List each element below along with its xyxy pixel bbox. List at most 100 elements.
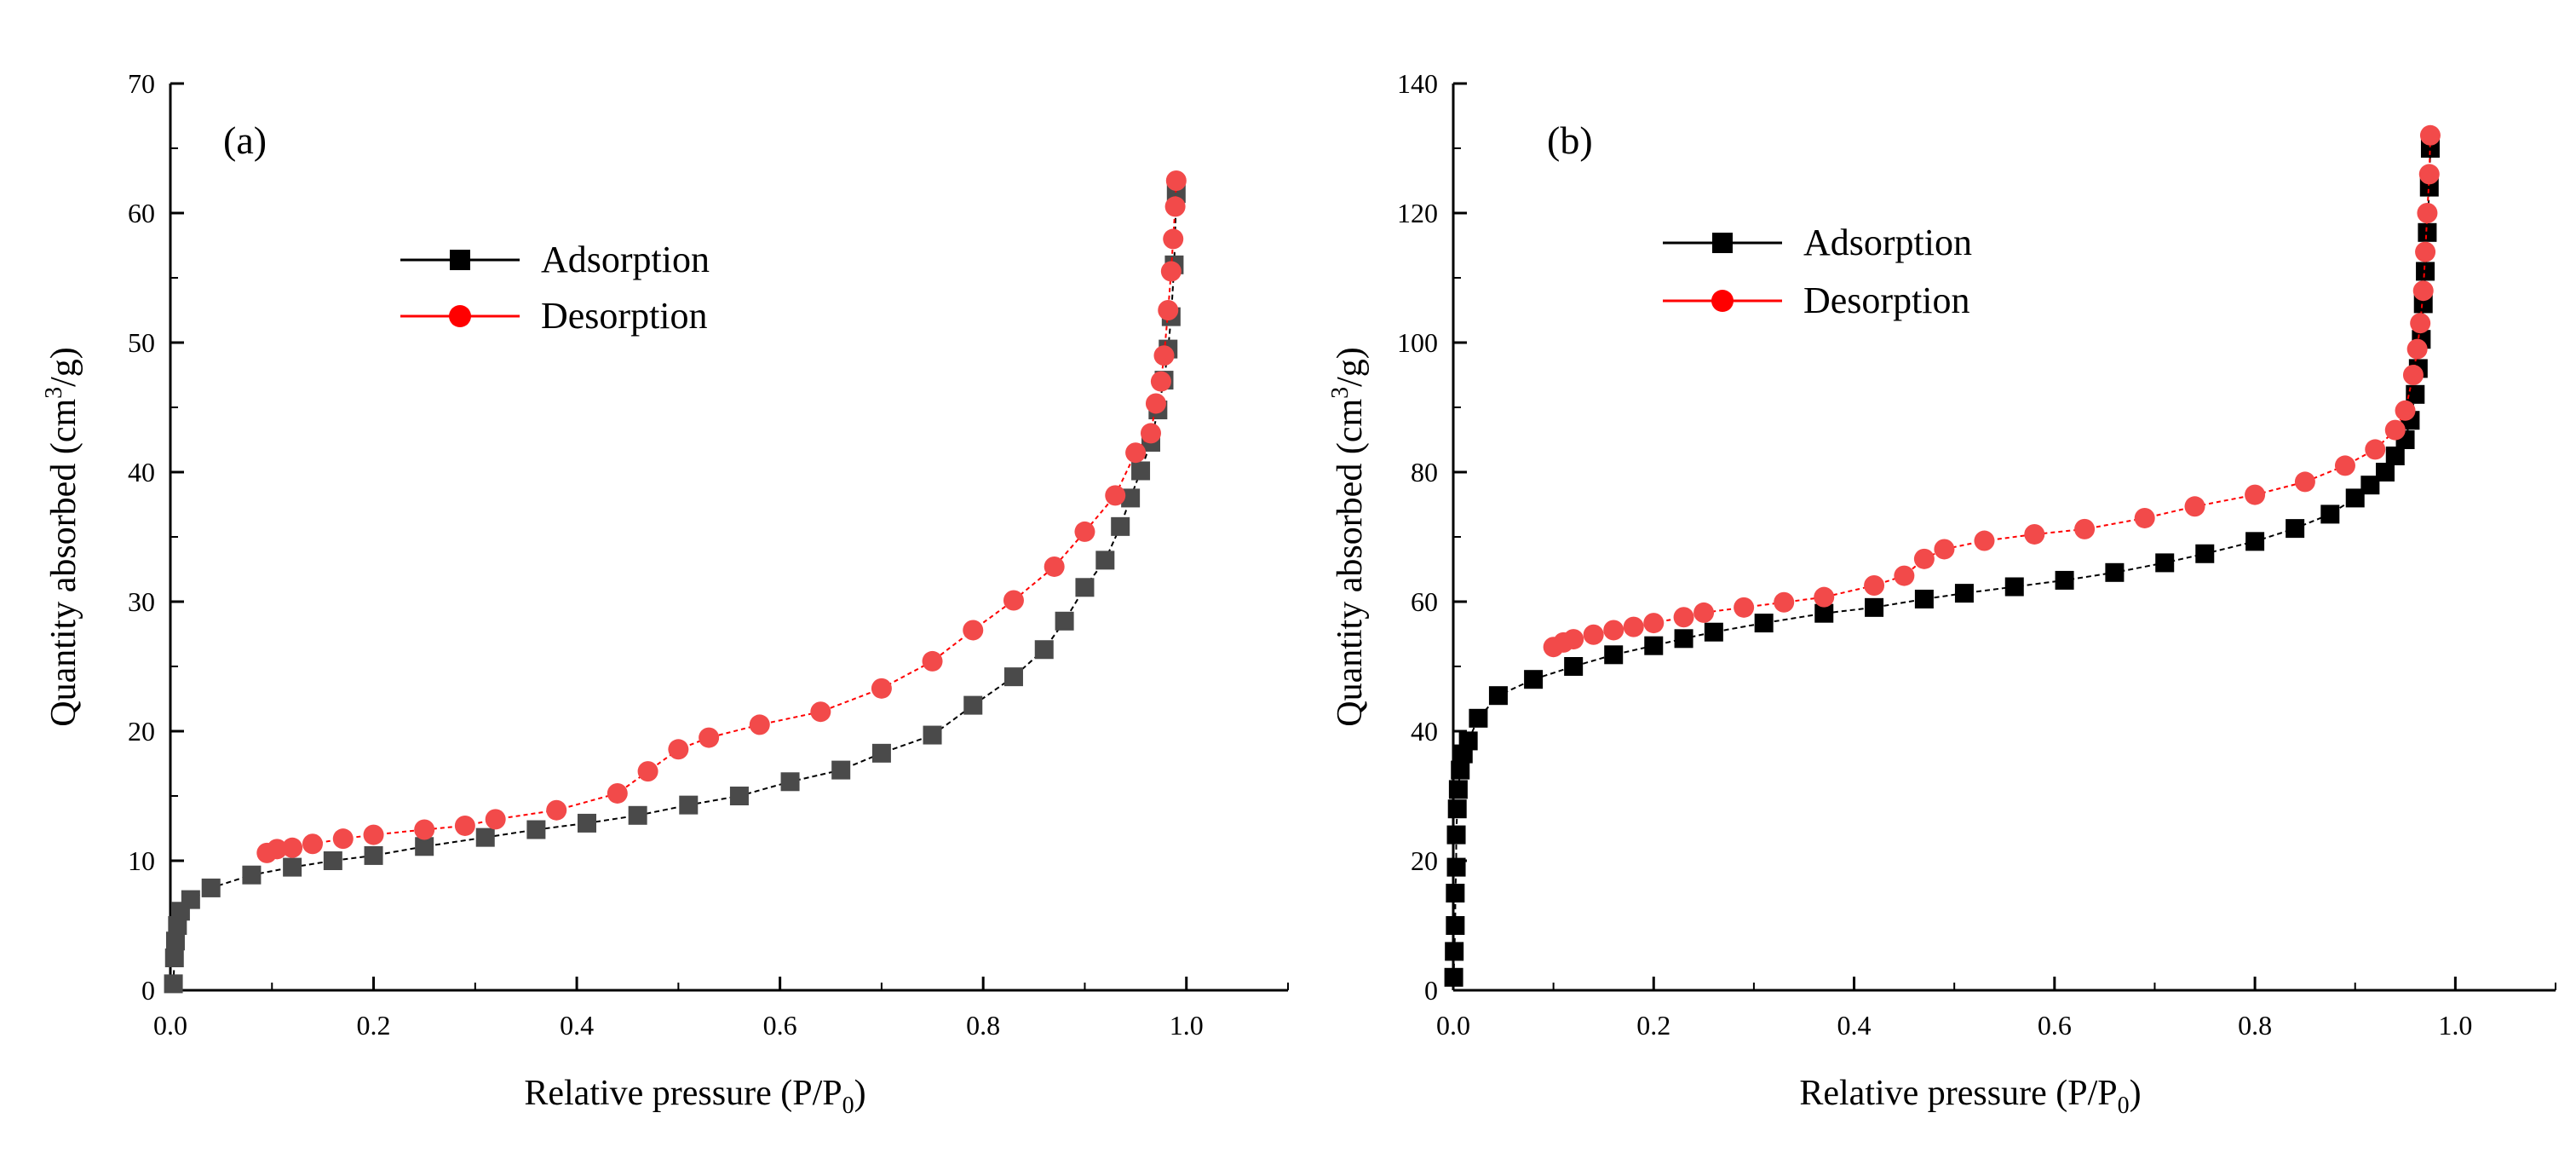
y-tick-label: 40 bbox=[128, 457, 155, 487]
data-point-adsorption bbox=[1447, 799, 1467, 819]
data-point-desorption bbox=[1158, 300, 1179, 320]
data-point-desorption bbox=[414, 819, 435, 840]
x-axis-title-main: Relative pressure (P/P bbox=[524, 1074, 842, 1113]
legend-entry-desorption: Desorption bbox=[1663, 280, 1970, 321]
data-point-adsorption bbox=[1564, 657, 1584, 676]
data-point-desorption bbox=[810, 701, 831, 723]
data-point-adsorption bbox=[1095, 551, 1115, 570]
data-point-desorption bbox=[1673, 607, 1694, 628]
data-point-adsorption bbox=[1865, 597, 1884, 617]
data-point-adsorption bbox=[1488, 686, 1508, 706]
x-axis-ticks: 0.0 0.2 0.4 0.6 0.8 1.0 bbox=[1436, 977, 2556, 1041]
data-point-desorption bbox=[2406, 338, 2428, 360]
data-point-adsorption bbox=[1754, 614, 1774, 633]
x-tick-label: 0.6 bbox=[2038, 1010, 2072, 1041]
data-point-adsorption bbox=[1446, 916, 1465, 935]
data-point-desorption bbox=[1074, 521, 1095, 542]
data-point-desorption bbox=[2134, 507, 2155, 528]
legend-entry-adsorption: Adsorption bbox=[400, 239, 710, 280]
chart-panel-b: 0 20 40 60 80 100 120 140 0.0 0.2 0.4 0.6 0.8 1.0 (b… bbox=[1327, 68, 2556, 1119]
legend-marker-square bbox=[1712, 233, 1733, 253]
data-point-adsorption bbox=[1446, 857, 1466, 877]
legend-marker-circle bbox=[1711, 290, 1734, 312]
data-point-desorption bbox=[363, 824, 384, 845]
data-point-adsorption bbox=[2155, 553, 2175, 573]
y-axis-title-end: /g) bbox=[1331, 347, 1370, 387]
data-point-desorption bbox=[2402, 365, 2424, 385]
x-tick-label: 0.6 bbox=[763, 1010, 797, 1041]
x-tick-label: 0.4 bbox=[1837, 1010, 1872, 1041]
x-axis-ticks: 0.0 0.2 0.4 0.6 0.8 1.0 bbox=[153, 977, 1289, 1041]
legend: Adsorption Desorption bbox=[400, 239, 710, 337]
y-tick-label: 20 bbox=[128, 716, 155, 747]
data-point-desorption bbox=[2417, 203, 2438, 223]
data-point-desorption bbox=[1164, 196, 1186, 217]
legend-marker-square bbox=[450, 250, 470, 270]
data-point-desorption bbox=[871, 678, 892, 699]
data-point-desorption bbox=[2365, 439, 2386, 460]
data-point-desorption bbox=[607, 782, 628, 804]
data-point-adsorption bbox=[2416, 262, 2435, 281]
series-layer bbox=[164, 170, 1187, 994]
data-point-desorption bbox=[1105, 485, 1126, 506]
data-point-adsorption bbox=[364, 845, 383, 865]
panel-label: (a) bbox=[223, 118, 267, 162]
data-point-desorption bbox=[2419, 124, 2441, 146]
data-point-desorption bbox=[1153, 345, 1175, 366]
data-point-adsorption bbox=[181, 890, 200, 909]
data-point-desorption bbox=[637, 761, 658, 782]
data-point-adsorption bbox=[1003, 667, 1023, 687]
data-point-adsorption bbox=[475, 827, 495, 847]
y-tick-label: 60 bbox=[128, 198, 155, 228]
data-point-adsorption bbox=[923, 725, 942, 745]
data-point-desorption bbox=[1044, 556, 1065, 577]
data-point-adsorption bbox=[1814, 603, 1834, 623]
x-tick-label: 0.0 bbox=[153, 1010, 187, 1041]
data-point-adsorption bbox=[1034, 640, 1054, 660]
y-axis-title-superscript: 3 bbox=[41, 387, 67, 399]
data-point-adsorption bbox=[963, 695, 983, 715]
x-axis-title-subscript: 0 bbox=[842, 1093, 854, 1119]
data-point-adsorption bbox=[526, 820, 546, 839]
data-point-desorption bbox=[668, 739, 689, 760]
y-tick-label: 30 bbox=[128, 586, 155, 617]
data-point-desorption bbox=[2294, 471, 2315, 493]
legend-entry-desorption: Desorption bbox=[400, 295, 708, 337]
data-point-adsorption bbox=[415, 837, 434, 856]
x-tick-label: 0.0 bbox=[1436, 1010, 1470, 1041]
data-point-adsorption bbox=[1445, 942, 1464, 961]
data-point-adsorption bbox=[165, 931, 185, 951]
data-point-adsorption bbox=[2105, 562, 2125, 582]
data-point-adsorption bbox=[164, 974, 183, 994]
data-point-desorption bbox=[2074, 518, 2096, 539]
y-tick-label: 60 bbox=[1411, 586, 1438, 617]
data-point-desorption bbox=[2384, 419, 2406, 441]
data-point-desorption bbox=[332, 828, 354, 850]
data-point-adsorption bbox=[2245, 532, 2265, 551]
data-point-adsorption bbox=[1121, 488, 1141, 508]
data-point-adsorption bbox=[1446, 825, 1466, 845]
y-axis-title-superscript: 3 bbox=[1327, 387, 1354, 399]
data-point-desorption bbox=[1150, 371, 1171, 392]
data-point-adsorption bbox=[1458, 731, 1478, 751]
data-point-desorption bbox=[454, 815, 475, 836]
y-tick-label: 0 bbox=[1424, 975, 1438, 1006]
data-point-adsorption bbox=[1451, 760, 1470, 780]
data-point-desorption bbox=[256, 842, 278, 863]
data-point-desorption bbox=[1693, 602, 1715, 623]
y-tick-label: 40 bbox=[1411, 716, 1438, 747]
legend: Adsorption Desorption bbox=[1663, 222, 1972, 321]
data-point-adsorption bbox=[578, 813, 597, 833]
data-point-desorption bbox=[1125, 442, 1147, 464]
y-tick-label: 50 bbox=[128, 327, 155, 358]
data-point-desorption bbox=[2024, 523, 2045, 545]
y-tick-label: 70 bbox=[128, 68, 155, 99]
data-point-adsorption bbox=[1469, 708, 1488, 728]
data-point-desorption bbox=[2415, 241, 2436, 262]
data-point-adsorption bbox=[1524, 670, 1544, 689]
data-point-desorption bbox=[1543, 637, 1564, 658]
legend-marker-circle bbox=[449, 305, 471, 327]
data-point-adsorption bbox=[2376, 463, 2395, 481]
